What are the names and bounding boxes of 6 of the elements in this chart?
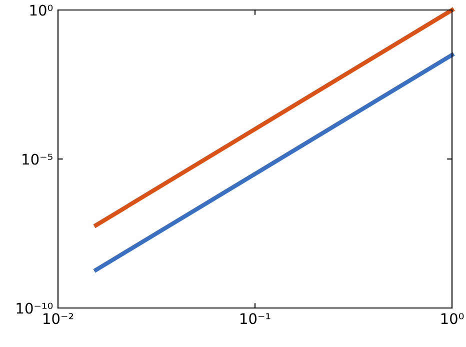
x-tick-label: 10⁻² (44, 313, 74, 324)
x-tick-label: 10⁰ (441, 313, 464, 324)
y-tick-label: 10⁻¹⁰ (16, 302, 53, 314)
x-tick-label: 10⁻¹ (240, 313, 270, 324)
y-tick-label: 10⁻⁵ (22, 154, 52, 165)
y-tick-label: 10⁰ (30, 4, 53, 16)
